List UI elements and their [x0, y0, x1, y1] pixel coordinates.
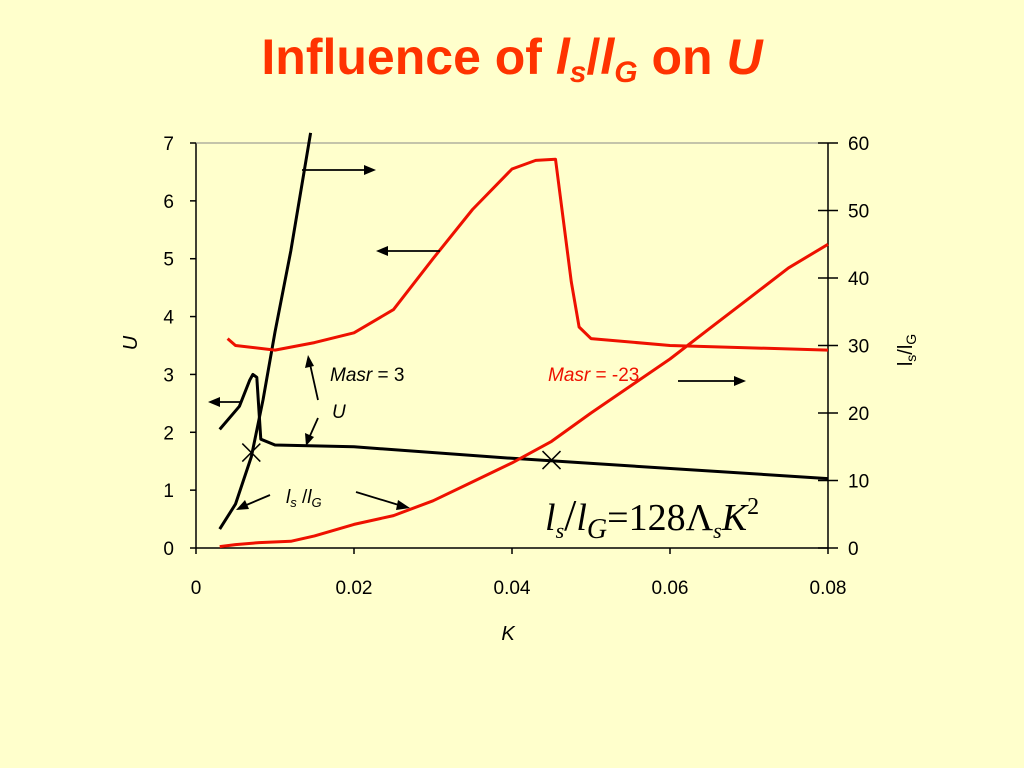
x-tick-label: 0.08 [810, 578, 847, 599]
y-left-tick-label: 3 [163, 365, 174, 386]
y-left-tick-label: 7 [163, 134, 174, 155]
annotation-masr-positive: Masr = 3 [330, 365, 404, 386]
y-left-tick-label: 0 [163, 539, 174, 560]
series-ls-lg-masr-minus-23 [219, 243, 829, 549]
annotation-u: U [332, 402, 346, 423]
y-right-tick-label: 10 [848, 472, 869, 493]
arrowhead [376, 246, 388, 256]
u-brace-upper [309, 363, 319, 401]
arrowhead [236, 500, 249, 510]
y-right-tick-label: 0 [848, 539, 859, 560]
y-right-tick-label: 40 [848, 269, 869, 290]
x-tick-label: 0 [191, 578, 202, 599]
y-left-tick-label: 4 [163, 308, 174, 329]
x-tick-label: 0.02 [336, 578, 373, 599]
y-left-tick-label: 5 [163, 250, 174, 271]
annotation-ls-lg: ls /lG [286, 487, 322, 510]
x-tick-label: 0.04 [494, 578, 531, 599]
page-title: Influence of ls/lG on U [261, 29, 763, 89]
u-brace-lower [308, 417, 319, 439]
series-u-masr-minus-23 [226, 157, 829, 352]
y-right-tick-label: 60 [848, 134, 869, 155]
y-left-tick-label: 1 [163, 481, 174, 502]
arrowhead [208, 397, 220, 407]
intersection-marker [541, 450, 562, 470]
y-axis-left-label: U [120, 335, 142, 350]
ls-lg-arrow-left [243, 494, 271, 507]
ls-lg-arrow-right [355, 491, 403, 507]
annotation-masr-negative: Masr = -23 [548, 365, 639, 386]
arrowhead [734, 376, 746, 386]
series-u-masr-3 [218, 372, 829, 481]
arrowhead [364, 165, 376, 175]
annotation-arrows [208, 165, 746, 510]
y-left-tick-label: 2 [163, 423, 174, 444]
y-right-tick-label: 50 [848, 202, 869, 223]
y-left-tick-label: 6 [163, 192, 174, 213]
y-right-tick-label: 20 [848, 404, 869, 425]
arrowhead [305, 433, 314, 446]
x-axis-label: K [501, 623, 516, 645]
intersection-marker [241, 443, 261, 463]
y-right-tick-label: 30 [848, 337, 869, 358]
arrowhead [305, 355, 314, 368]
series-ls-lg-masr-3 [218, 132, 313, 530]
arrowhead [396, 500, 410, 510]
y-axis-right-label: ls/lG [895, 334, 919, 366]
x-tick-label: 0.06 [652, 578, 689, 599]
formula: ls/lG=128ΛsK2 [545, 491, 759, 545]
